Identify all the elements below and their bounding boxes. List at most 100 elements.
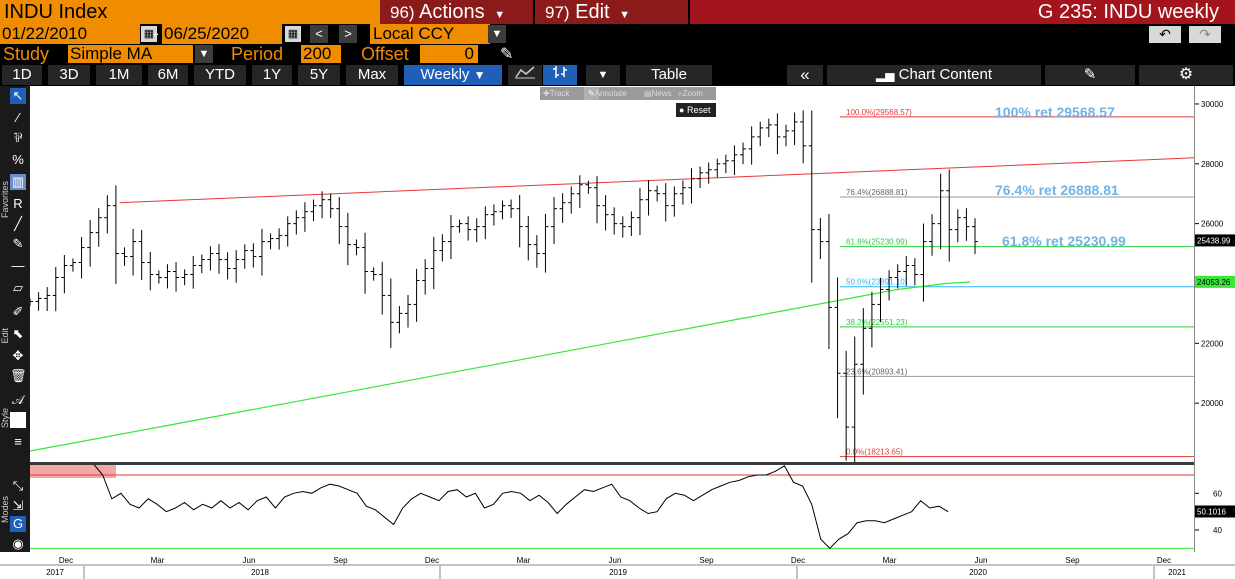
select-icon[interactable]: ⬉ <box>12 326 24 341</box>
reset-button[interactable]: ● Reset <box>676 103 716 117</box>
month-tick-label: Dec <box>1157 556 1171 565</box>
period-6m[interactable]: 6M <box>148 65 188 85</box>
delete-icon[interactable]: 🗑 <box>10 368 27 383</box>
chevron-down-icon: ▼ <box>619 9 631 21</box>
collapse-left-icon[interactable]: « <box>787 65 823 85</box>
chevron-down-icon[interactable]: ▼ <box>586 65 620 85</box>
text-style-icon[interactable]: 𝒜 <box>11 392 25 407</box>
period-input[interactable]: 200 <box>301 45 341 63</box>
period-1d[interactable]: 1D <box>2 65 42 85</box>
annotate-label: Annotate <box>594 89 627 98</box>
calendar-icon[interactable]: ▦ <box>141 26 157 42</box>
fib-level-label: 100.0%(29568.57) <box>846 108 912 117</box>
draw-icon[interactable]: ✐ <box>12 304 24 319</box>
calendar-icon[interactable]: ▦ <box>285 26 301 42</box>
month-tick-label: Sep <box>1065 556 1080 565</box>
pen-icon[interactable]: ✎ <box>12 236 24 251</box>
month-tick-label: Jun <box>243 556 256 565</box>
gear-icon[interactable]: ⚙ <box>1139 65 1233 85</box>
annotate-button[interactable]: ✎ Annotate <box>584 87 627 100</box>
price-chart[interactable]: 100.0%(29568.57) 76.4%(26888.81) 61.8%(252… <box>27 86 1195 469</box>
track-button[interactable]: ✚ Track <box>543 89 570 98</box>
period-3d[interactable]: 3D <box>48 65 90 85</box>
offset-input[interactable]: 0 <box>420 45 478 63</box>
osc-tick-label: 60 <box>1213 489 1222 498</box>
moving-average-line <box>29 281 971 452</box>
edit-menu[interactable]: 97) Edit ▼ <box>535 0 688 24</box>
color-swatch-icon[interactable] <box>10 412 26 428</box>
fib-level-label: 0.0%(18213.65) <box>846 448 903 457</box>
edit-chart-icon[interactable]: ✎ <box>1045 65 1135 85</box>
news-button[interactable]: ▤ News <box>644 89 672 98</box>
oscillator-svg <box>30 463 1194 550</box>
scale-icon[interactable]: ⇲ <box>12 498 24 513</box>
r-tool-icon[interactable]: R <box>13 196 23 211</box>
zoom-button[interactable]: ⌕ Zoom <box>678 89 703 98</box>
price-badge-label: 50.1016 <box>1197 507 1226 516</box>
undo-icon[interactable]: ↶ <box>1149 26 1181 43</box>
start-date-field[interactable]: 01/22/2010 <box>0 24 140 44</box>
month-tick-label: Sep <box>333 556 348 565</box>
g-mode-icon[interactable]: G <box>10 516 26 532</box>
percent-icon[interactable]: % <box>12 152 24 167</box>
line-style-icon[interactable]: ≡ <box>14 434 22 449</box>
period-bar: 1D 3D 1M 6M YTD 1Y 5Y Max Weekly ▼ ▼ Tab… <box>0 64 1235 86</box>
chevron-down-icon[interactable]: ▼ <box>195 45 213 63</box>
redo-icon[interactable]: ↷ <box>1189 26 1221 43</box>
period-5y[interactable]: 5Y <box>298 65 340 85</box>
edit-number: 97) <box>545 3 570 22</box>
crosshair-icon[interactable]: ⤡ <box>12 478 24 493</box>
actions-menu[interactable]: 96) Actions ▼ <box>380 0 533 24</box>
trend-line[interactable] <box>119 157 1195 204</box>
palette-icon[interactable]: ◉ <box>12 536 24 551</box>
panel-divider[interactable] <box>30 462 1235 465</box>
favorites-label: Favorites <box>0 181 10 219</box>
price-axis: 20000220002400026000280003000025438.9924… <box>1194 86 1235 552</box>
ret618-annotation[interactable]: 61.8% ret 25230.99 <box>1002 233 1126 249</box>
actions-number: 96) <box>390 3 415 22</box>
chart-content-button[interactable]: ▂▅ Chart Content <box>827 65 1041 85</box>
month-tick-label: Mar <box>517 556 531 565</box>
ohlc-bar-icon[interactable] <box>543 65 577 85</box>
month-tick-label: Jun <box>975 556 988 565</box>
month-tick-label: Mar <box>151 556 165 565</box>
month-tick-label: Dec <box>791 556 805 565</box>
study-select[interactable]: Simple MA <box>68 45 193 63</box>
currency-select[interactable]: Local CCY <box>370 24 490 44</box>
fib-retracement-icon[interactable]: ▥ <box>10 174 26 190</box>
period-1y[interactable]: 1Y <box>252 65 292 85</box>
cursor-icon[interactable]: ↖ <box>10 88 26 104</box>
price-tick-label: 26000 <box>1201 220 1224 229</box>
price-tick-label: 30000 <box>1201 100 1224 109</box>
chart-mode-toolbar: ✚ Track ✎ Annotate ▤ News ⌕ Zoom <box>540 87 716 100</box>
period-1m[interactable]: 1M <box>96 65 142 85</box>
oscillator-panel[interactable] <box>30 463 1194 552</box>
ticker-field[interactable]: INDU Index <box>0 0 380 24</box>
period-ytd[interactable]: YTD <box>194 65 246 85</box>
line-tool-icon[interactable]: ∕ <box>16 110 20 125</box>
channel-icon[interactable]: ▱ <box>13 280 23 295</box>
ret100-annotation[interactable]: 100% ret 29568.57 <box>995 104 1115 120</box>
end-date-field[interactable]: 06/25/2020 <box>162 24 282 44</box>
pencil-icon[interactable]: ✎ <box>500 46 514 63</box>
weekly-select[interactable]: Weekly ▼ <box>404 65 502 85</box>
month-tick-label: Dec <box>425 556 439 565</box>
price-tick-label: 22000 <box>1201 339 1224 348</box>
oscillator-line <box>30 463 949 550</box>
table-button[interactable]: Table <box>626 65 712 85</box>
chevron-down-icon: ▼ <box>473 68 486 82</box>
date-range-bar: 01/22/2010 ▦ - 06/25/2020 ▦ < > Local CC… <box>0 24 1235 44</box>
horizontal-line-icon[interactable]: — <box>11 258 25 273</box>
track-label: Track <box>549 89 570 98</box>
month-tick-label: Dec <box>59 556 73 565</box>
line-chart-icon[interactable] <box>508 65 542 85</box>
month-tick-label: Mar <box>883 556 897 565</box>
brush-icon[interactable]: ╱ <box>14 216 22 231</box>
move-icon[interactable]: ✥ <box>12 348 24 363</box>
next-arrow-icon[interactable]: > <box>339 25 357 43</box>
ret764-annotation[interactable]: 76.4% ret 26888.81 <box>995 182 1119 198</box>
prev-arrow-icon[interactable]: < <box>310 25 328 43</box>
chevron-down-icon[interactable]: ▼ <box>488 25 506 43</box>
period-max[interactable]: Max <box>346 65 398 85</box>
fibonacci-icon[interactable]: ⅌ <box>13 130 23 145</box>
